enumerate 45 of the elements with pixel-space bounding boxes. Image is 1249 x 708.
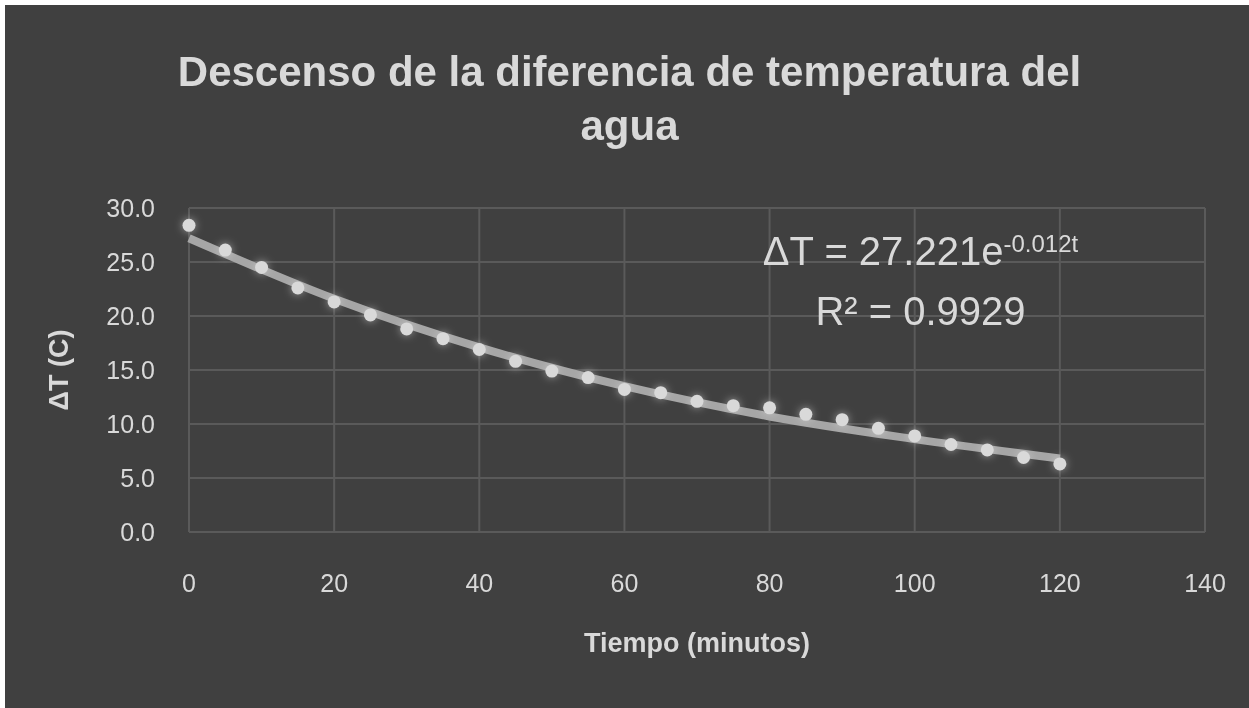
x-tick-label: 100: [893, 569, 936, 597]
x-tick-label: 40: [465, 569, 494, 597]
point: [182, 218, 196, 232]
point: [763, 401, 777, 415]
point: [581, 371, 595, 385]
point: [835, 413, 849, 427]
y-axis-title: ΔT (C): [44, 329, 74, 411]
point: [980, 443, 994, 457]
point: [255, 260, 269, 274]
point: [472, 342, 486, 356]
annotation: ΔT = 27.221e$^{-0.012t}$: [762, 229, 1079, 273]
x-tick-label: 20: [320, 569, 349, 597]
chart-title: Descenso de la diferencia de temperatura del agua: [177, 48, 1082, 149]
point: [400, 322, 414, 336]
point: [327, 295, 341, 309]
point: [617, 382, 631, 396]
point: [436, 332, 450, 346]
y-tick-label: 30.0: [106, 193, 155, 222]
x-tick-label: 60: [610, 569, 639, 597]
point: [799, 407, 813, 421]
x-axis-title: Tiempo (minutos): [584, 628, 810, 658]
point: [545, 364, 559, 378]
y-tick-label: 25.0: [106, 247, 155, 276]
point: [1053, 457, 1067, 471]
point: [871, 421, 885, 435]
annotation: R² = 0.9929: [815, 289, 1026, 333]
x-tick-label: 120: [1039, 569, 1081, 597]
point: [726, 399, 740, 413]
point: [654, 386, 668, 400]
point: [908, 429, 922, 443]
x-tick-label: 0: [182, 569, 196, 597]
x-tick-label: 140: [1184, 569, 1226, 597]
y-tick-label: 5.0: [120, 463, 155, 492]
point: [944, 438, 958, 452]
point: [218, 243, 232, 257]
y-tick-label: 10.0: [106, 409, 155, 438]
y-tick-label: 0.0: [120, 517, 155, 546]
y-tick-label: 20.0: [106, 301, 155, 330]
y-tick-label: 15.0: [106, 355, 155, 384]
point: [509, 354, 523, 368]
point: [1017, 450, 1031, 464]
point: [291, 281, 305, 295]
point: [690, 394, 704, 408]
x-tick-label: 80: [755, 569, 784, 597]
point: [363, 308, 377, 322]
